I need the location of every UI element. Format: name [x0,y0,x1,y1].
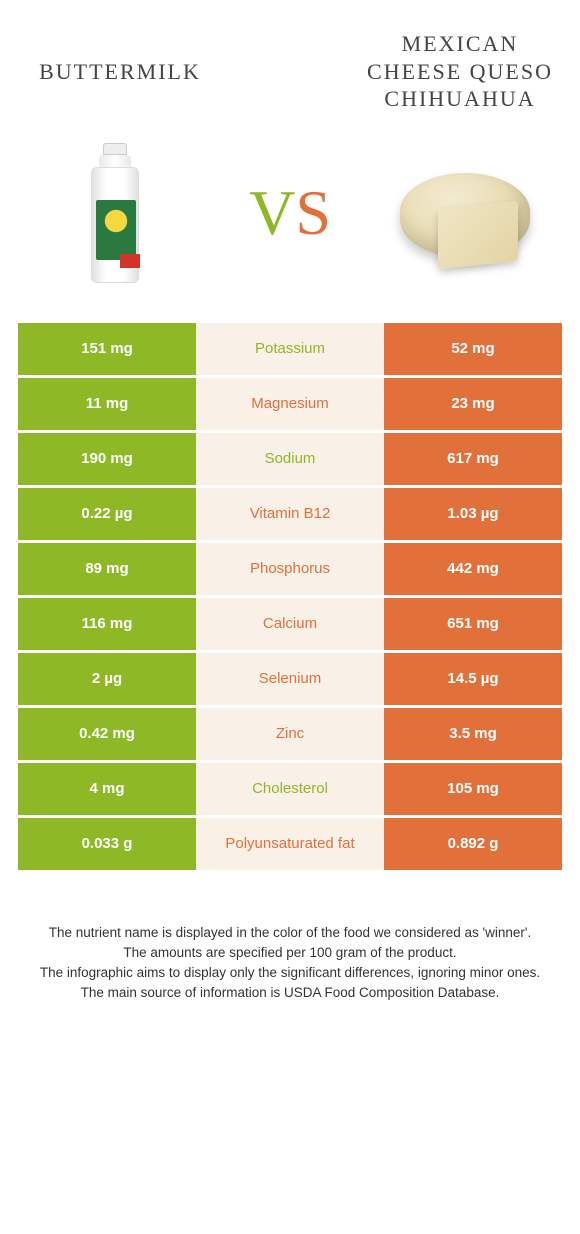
right-value-cell: 105 mg [384,763,562,815]
nutrient-cell: Cholesterol [196,763,384,815]
left-title-col: Buttermilk [20,58,220,86]
footer-line-2: The amounts are specified per 100 gram o… [28,943,552,963]
nutrient-cell: Sodium [196,433,384,485]
left-food-title: Buttermilk [20,58,220,86]
right-title-col: Mexican cheese queso chihuahua [360,30,560,113]
table-row: 0.42 mgZinc3.5 mg [18,708,562,760]
right-value-cell: 0.892 g [384,818,562,870]
left-value-cell: 2 µg [18,653,196,705]
right-value-cell: 52 mg [384,323,562,375]
left-value-cell: 89 mg [18,543,196,595]
images-row: VS [0,123,580,323]
table-row: 11 mgMagnesium23 mg [18,378,562,430]
cheese-wheel-icon [390,153,540,273]
right-value-cell: 617 mg [384,433,562,485]
right-value-cell: 651 mg [384,598,562,650]
table-row: 0.22 µgVitamin B121.03 µg [18,488,562,540]
table-row: 2 µgSelenium14.5 µg [18,653,562,705]
right-value-cell: 23 mg [384,378,562,430]
table-row: 151 mgPotassium52 mg [18,323,562,375]
nutrient-cell: Phosphorus [196,543,384,595]
nutrient-cell: Zinc [196,708,384,760]
header: Buttermilk Mexican cheese queso chihuahu… [0,0,580,123]
nutrient-cell: Magnesium [196,378,384,430]
left-value-cell: 0.42 mg [18,708,196,760]
table-row: 190 mgSodium617 mg [18,433,562,485]
left-value-cell: 0.033 g [18,818,196,870]
buttermilk-carton-icon [91,143,139,283]
footer-line-4: The main source of information is USDA F… [28,983,552,1003]
right-value-cell: 442 mg [384,543,562,595]
vs-v: V [249,177,295,248]
left-food-image [40,133,190,293]
vs-s: S [295,177,331,248]
right-value-cell: 3.5 mg [384,708,562,760]
left-value-cell: 116 mg [18,598,196,650]
right-value-cell: 14.5 µg [384,653,562,705]
nutrient-table: 151 mgPotassium52 mg11 mgMagnesium23 mg1… [0,323,580,870]
table-row: 4 mgCholesterol105 mg [18,763,562,815]
footer-line-3: The infographic aims to display only the… [28,963,552,983]
nutrient-cell: Vitamin B12 [196,488,384,540]
left-value-cell: 0.22 µg [18,488,196,540]
left-value-cell: 151 mg [18,323,196,375]
right-value-cell: 1.03 µg [384,488,562,540]
left-value-cell: 190 mg [18,433,196,485]
nutrient-cell: Selenium [196,653,384,705]
table-row: 116 mgCalcium651 mg [18,598,562,650]
right-food-image [390,133,540,293]
vs-label: VS [249,176,331,250]
nutrient-cell: Calcium [196,598,384,650]
left-value-cell: 11 mg [18,378,196,430]
table-row: 89 mgPhosphorus442 mg [18,543,562,595]
table-row: 0.033 gPolyunsaturated fat0.892 g [18,818,562,870]
right-food-title: Mexican cheese queso chihuahua [360,30,560,113]
nutrient-cell: Polyunsaturated fat [196,818,384,870]
nutrient-cell: Potassium [196,323,384,375]
left-value-cell: 4 mg [18,763,196,815]
footer-line-1: The nutrient name is displayed in the co… [28,923,552,943]
footer-notes: The nutrient name is displayed in the co… [0,873,580,1024]
